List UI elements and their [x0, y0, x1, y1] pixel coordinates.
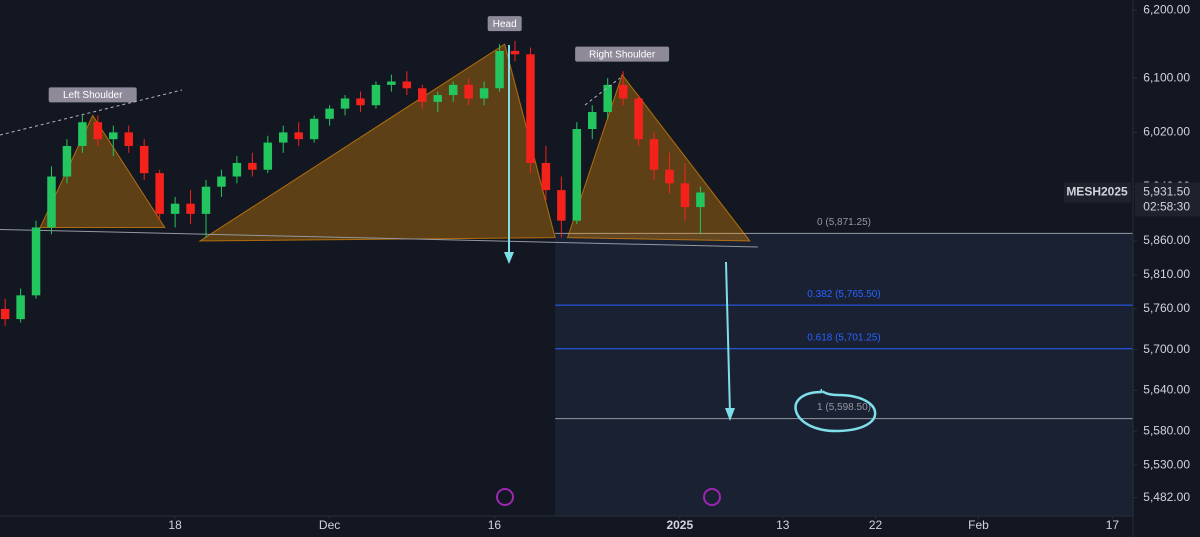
candle-body: [201, 186, 211, 214]
candle-body: [78, 122, 87, 146]
x-tick-label: Dec: [319, 518, 340, 532]
annotations: [0, 45, 1172, 530]
trend-line: [584, 77, 621, 106]
neckline: [0, 228, 758, 248]
y-tick-label: 5,810.00: [1143, 267, 1190, 281]
candle-body: [371, 84, 381, 106]
x-tick-label: Feb: [968, 518, 989, 532]
y-tick-label: 5,482.00: [1143, 490, 1190, 504]
candle-body: [309, 118, 319, 140]
candle-body: [217, 176, 226, 187]
x-tick-label: 17: [1106, 518, 1120, 532]
candle-body: [402, 81, 412, 89]
candle-body: [495, 50, 504, 89]
candle-body: [541, 162, 551, 191]
candle-body: [387, 81, 396, 85]
y-tick-label: 5,640.00: [1143, 383, 1190, 397]
candle-body: [47, 176, 56, 228]
candle-body: [279, 132, 288, 143]
pattern-label-box: [487, 16, 522, 32]
candle-body: [93, 122, 103, 140]
candle-body: [448, 84, 458, 96]
pattern-label-box: [48, 87, 137, 103]
symbol-label: MESH2025: [1066, 185, 1128, 199]
pattern-label: Head: [493, 19, 517, 30]
x-tick-label: 2025: [666, 518, 693, 532]
candle-body: [418, 88, 427, 102]
fib-label: 0.618 (5,701.25): [807, 332, 880, 343]
candle-body: [634, 98, 643, 140]
symbol-tag: [1064, 182, 1131, 203]
fib-label: 1 (5,598.50): [817, 402, 871, 413]
candle-body: [109, 132, 118, 140]
event-icon[interactable]: [703, 488, 721, 506]
y-tick-label: 6,200.00: [1143, 2, 1190, 16]
arrow-head: [725, 408, 735, 421]
candle-body: [186, 203, 195, 214]
y-tick-label: 5,860.00: [1143, 233, 1190, 247]
candle-body: [479, 88, 489, 99]
candle-body: [263, 142, 273, 170]
target-arrow: [725, 261, 731, 415]
highlight-circle: [794, 388, 877, 433]
y-tick-label: 5,760.00: [1143, 301, 1190, 315]
candle-body: [325, 108, 334, 119]
y-tick-label: 5,580.00: [1143, 423, 1190, 437]
x-tick-label: 16: [488, 518, 502, 532]
candle-body: [680, 183, 690, 208]
y-tick-label: 5,700.00: [1143, 342, 1190, 356]
candle-body: [557, 190, 566, 221]
candle-body: [464, 84, 473, 99]
candle-body: [340, 98, 350, 109]
pattern-label: Left Shoulder: [63, 90, 123, 101]
pattern-label: Right Shoulder: [589, 49, 656, 60]
candle-body: [696, 192, 705, 208]
price-axis: [1133, 0, 1200, 537]
last-price: 5,931.50: [1143, 185, 1190, 199]
candle-body: [232, 162, 242, 177]
x-tick-label: 22: [869, 518, 883, 532]
fib-label: 0.382 (5,765.50): [807, 289, 880, 300]
candle-body: [155, 173, 164, 214]
x-tick-label: 18: [168, 518, 182, 532]
trend-line: [0, 89, 183, 136]
candle-body: [16, 295, 25, 320]
candle-body: [618, 84, 628, 99]
event-icon[interactable]: [496, 488, 514, 506]
arrow-head: [504, 252, 514, 264]
candle-body: [649, 139, 659, 170]
candle-body: [603, 84, 612, 113]
candle-body: [31, 227, 41, 296]
price-tag: [1135, 182, 1200, 217]
marks-layer: [0, 40, 705, 326]
candle-body: [433, 95, 442, 102]
candle-body: [0, 308, 10, 320]
candle-body: [665, 169, 674, 184]
candle-body: [62, 145, 72, 177]
candle-body: [526, 54, 535, 163]
candle-body: [356, 98, 365, 106]
fib-label: 0 (5,871.25): [817, 217, 871, 228]
y-tick-label: 6,020.00: [1143, 125, 1190, 139]
candle-body: [510, 50, 520, 55]
candle-body: [588, 112, 597, 129]
time-axis: [0, 516, 1133, 537]
candle-body: [294, 132, 303, 140]
x-tick-label: 13: [776, 518, 790, 532]
candle-body: [139, 145, 149, 174]
candle-body: [248, 162, 257, 170]
candle-body: [572, 129, 582, 221]
y-tick-label: 6,100.00: [1143, 70, 1190, 84]
fib-zone: [555, 233, 1133, 516]
candle-body: [124, 132, 133, 146]
countdown: 02:58:30: [1143, 200, 1190, 214]
y-tick-label: 5,530.00: [1143, 457, 1190, 471]
pattern-label-box: [575, 46, 670, 62]
back-layer: 0 (5,871.25) 0.382 (5,765.50) 0.618 (5,701…: [0, 16, 1133, 516]
candle-body: [170, 203, 180, 214]
